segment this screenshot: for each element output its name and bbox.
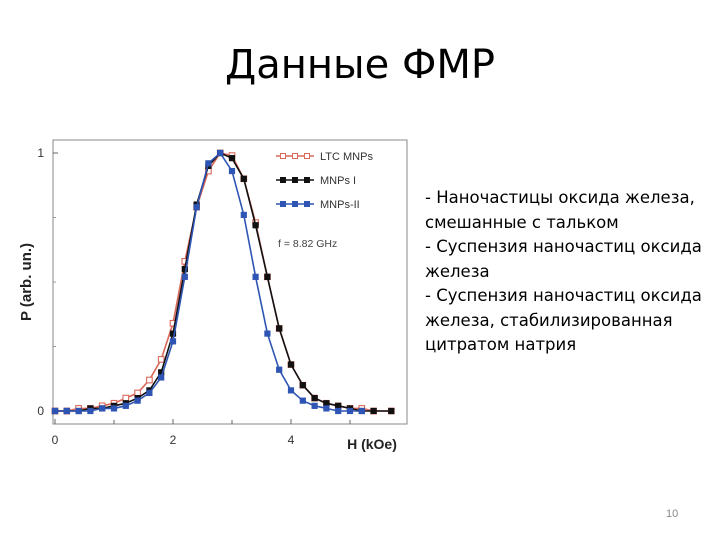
data-point (110, 405, 118, 412)
data-point (388, 407, 395, 415)
legend-marker (280, 153, 286, 159)
slide-number: 10 (666, 508, 679, 520)
data-point (370, 407, 377, 415)
data-point (63, 407, 70, 415)
legend-marker (280, 201, 286, 207)
data-point (323, 400, 330, 407)
bullet-item: - Суспензия наночастиц оксида железа (425, 237, 702, 281)
data-point (75, 407, 82, 415)
x-tick-label: 0 (52, 433, 59, 447)
data-point (287, 361, 295, 368)
data-point (299, 382, 306, 389)
data-point (158, 374, 165, 381)
data-point (157, 356, 165, 363)
data-point (134, 397, 141, 404)
data-point (311, 394, 318, 402)
y-tick-label: 1 (37, 146, 44, 160)
data-point (335, 402, 342, 409)
data-point (276, 366, 283, 373)
legend-marker (304, 177, 310, 183)
plot-frame (52, 139, 408, 425)
data-point (287, 387, 295, 394)
data-point (181, 273, 188, 280)
x-axis-label: H (kOe) (347, 436, 397, 452)
legend-entry: MNPs-II (276, 199, 360, 211)
legend-label: MNPs I (320, 175, 356, 187)
legend-marker (304, 201, 310, 207)
data-point (264, 330, 271, 337)
legend-entry: MNPs I (276, 175, 356, 187)
legend-label: MNPs-II (320, 199, 360, 211)
y-tick-label: 0 (37, 404, 44, 418)
data-point (358, 407, 365, 415)
data-point (99, 405, 106, 412)
data-point (335, 407, 342, 415)
legend-marker (280, 177, 286, 183)
bullet-list: - Наночастицы оксида железа, смешанные с… (425, 186, 705, 358)
data-point (169, 330, 177, 337)
legend-marker (292, 153, 298, 159)
data-point (228, 167, 236, 175)
data-point (146, 376, 153, 384)
legend-marker (292, 201, 298, 207)
bullet-item: - Суспензия наночастиц оксида железа, ст… (425, 286, 702, 354)
x-tick-label: 4 (288, 433, 295, 447)
series-mnps-ii (51, 149, 365, 415)
data-point (217, 149, 224, 157)
data-point (311, 402, 318, 409)
data-point (122, 394, 130, 402)
bullet-item: - Наночастицы оксида железа, смешанные с… (425, 188, 695, 232)
legend-marker (292, 177, 298, 183)
frequency-annotation: f = 8.82 GHz (278, 238, 337, 250)
data-point (264, 273, 271, 280)
data-point (193, 204, 200, 211)
x-tick-label: 2 (170, 433, 177, 447)
data-point (169, 338, 177, 345)
data-point (134, 389, 141, 397)
data-point (346, 407, 354, 415)
data-point (51, 407, 59, 415)
data-point (146, 389, 153, 397)
data-point (181, 265, 188, 273)
chart-legend: LTC MNPs MNPs I MNPs-II (276, 151, 373, 211)
data-point (205, 160, 212, 167)
y-axis-label: P (arb. un.) (18, 243, 35, 321)
legend-marker (304, 153, 310, 159)
data-point (299, 397, 306, 404)
data-point (240, 175, 247, 182)
data-point (240, 211, 247, 219)
data-point (252, 273, 259, 280)
data-point (122, 402, 129, 409)
slide-title: Данные ФМР (224, 42, 496, 88)
data-point (252, 222, 259, 229)
legend-label: LTC MNPs (320, 151, 373, 163)
legend-entry: LTC MNPs (276, 151, 373, 163)
data-point (87, 407, 94, 415)
data-point (276, 325, 283, 332)
data-point (323, 405, 330, 412)
data-point (228, 155, 236, 162)
